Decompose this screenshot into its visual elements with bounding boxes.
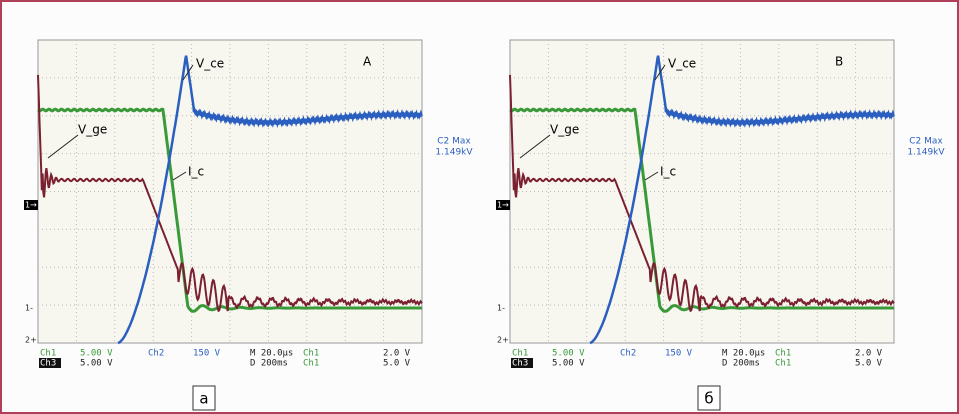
max-label: C2 Max [909,137,943,147]
status-text: Ch1 [775,349,791,359]
status-text: Ch2 [148,349,164,359]
status-text: 5.00 V [80,359,113,369]
left-marker: 2+ [25,336,37,345]
status-text: 150 V [193,349,221,359]
left-marker: 1- [497,304,505,313]
status-text: 5.0 V [383,359,411,369]
left-marker: 1→ [497,201,509,210]
caption: а [199,390,208,408]
panel-marker: B [835,55,843,69]
status-text: M 20.0µs [250,349,293,359]
left-marker: 2+ [497,336,509,345]
status-text: Ch2 [620,349,636,359]
figure: V_ceV_geI_cAC2 Max1.149kV1→1-2+Ch15.00 V… [0,0,959,414]
caption: б [704,390,713,408]
status-text: 5.0 V [855,359,883,369]
status-text: Ch1 [303,349,319,359]
trace-label: V_ce [668,57,696,71]
status-text: D 200ms [722,359,760,369]
status-text: Ch1 [512,349,528,359]
status-text: D 200ms [250,359,288,369]
max-label: C2 Max [437,137,471,147]
status-text: Ch1 [303,359,319,369]
status-text: 2.0 V [383,349,411,359]
panel-marker: A [363,55,372,69]
left-marker: 1→ [25,201,37,210]
left-marker: 1- [25,304,33,313]
status-text: 5.00 V [80,349,113,359]
status-text: Ch3 [40,359,56,369]
trace-label: V_ge [550,123,579,137]
status-text: 5.00 V [552,349,585,359]
trace-label: I_c [188,165,204,179]
max-value: 1.149kV [907,148,945,158]
trace-label: V_ge [78,123,107,137]
status-text: Ch1 [40,349,56,359]
status-text: 5.00 V [552,359,585,369]
status-text: 2.0 V [855,349,883,359]
max-value: 1.149kV [435,148,473,158]
status-text: Ch1 [775,359,791,369]
status-text: 150 V [665,349,693,359]
status-text: Ch3 [512,359,528,369]
trace-label: I_c [660,165,676,179]
trace-label: V_ce [196,57,224,71]
status-text: M 20.0µs [722,349,765,359]
